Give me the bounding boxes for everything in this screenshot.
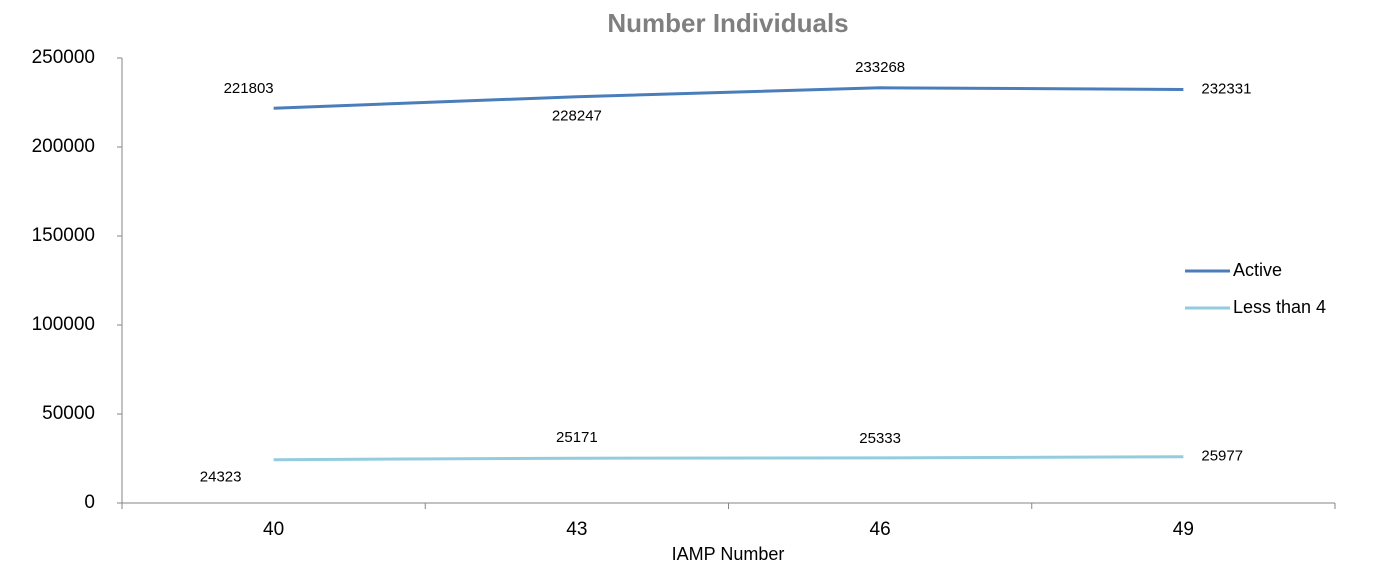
x-tick-label: 43 — [566, 519, 587, 540]
y-tick-label: 150000 — [32, 225, 95, 246]
y-tick-label: 50000 — [42, 403, 95, 424]
y-tick-label: 200000 — [32, 136, 95, 157]
data-label: 25333 — [859, 430, 901, 447]
data-label: 24323 — [200, 469, 242, 486]
data-label: 233268 — [855, 59, 905, 76]
data-label: 221803 — [224, 80, 274, 97]
line-series — [273, 455, 1184, 462]
legend-label: Less than 4 — [1233, 297, 1326, 317]
x-tick-label: 49 — [1173, 519, 1194, 540]
x-axis-label: IAMP Number — [672, 544, 785, 564]
legend-label: Active — [1233, 260, 1282, 280]
data-label: 25977 — [1201, 448, 1243, 465]
data-label: 232331 — [1201, 80, 1251, 97]
x-tick-label: 40 — [263, 519, 284, 540]
x-tick-label: 46 — [870, 519, 891, 540]
line-series — [273, 86, 1184, 110]
y-tick-label: 100000 — [32, 314, 95, 335]
y-tick-label: 250000 — [32, 47, 95, 68]
data-label: 25171 — [556, 429, 598, 446]
data-label: 228247 — [552, 108, 602, 125]
y-tick-label: 0 — [84, 492, 95, 513]
chart-title: Number Individuals — [607, 8, 848, 38]
